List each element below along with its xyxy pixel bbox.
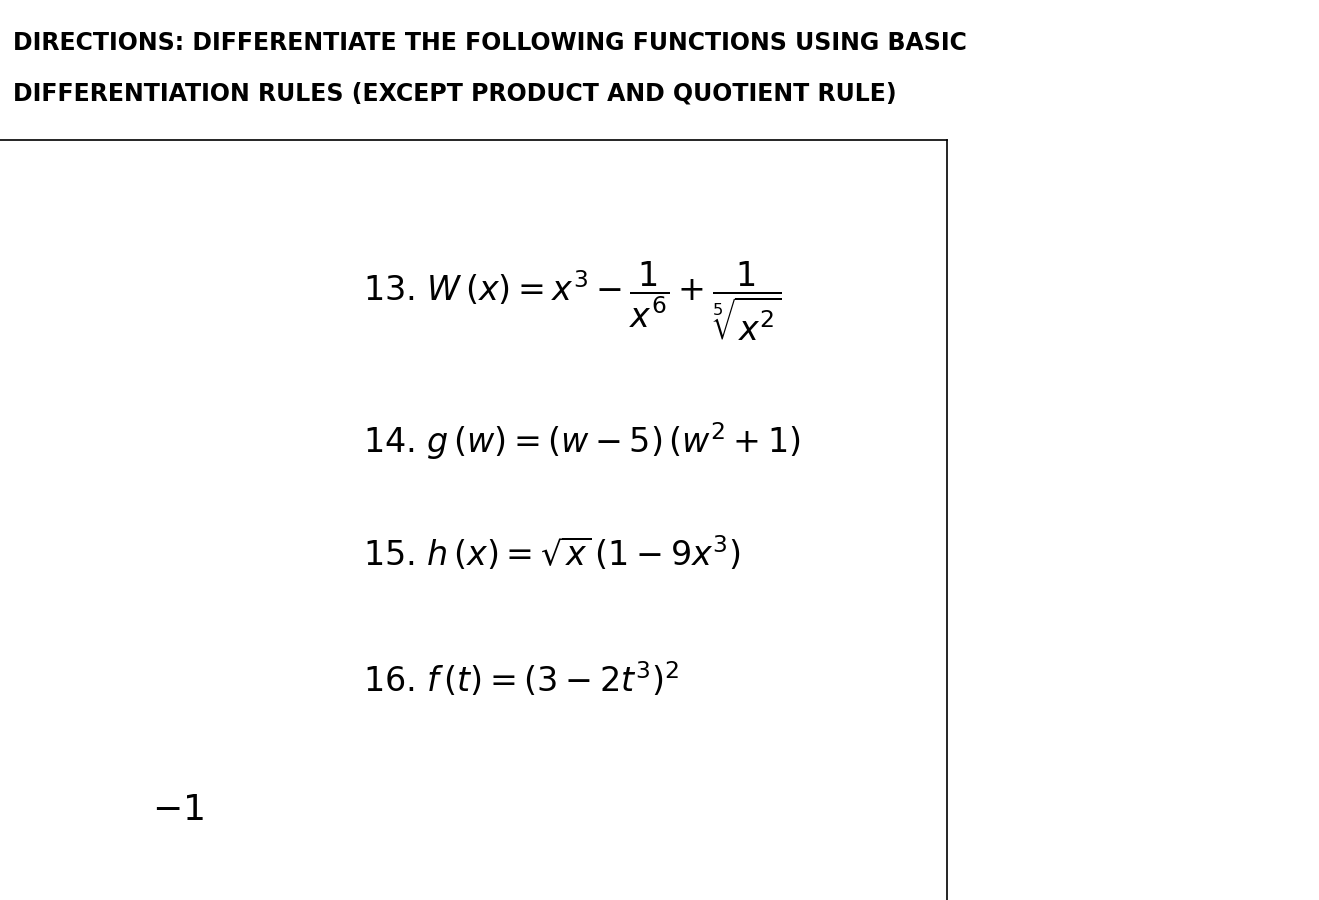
Text: $-1$: $-1$ [152,793,203,827]
Text: 13. $W\,(x) = x^3 - \dfrac{1}{x^6} + \dfrac{1}{\sqrt[5]{x^2}}$: 13. $W\,(x) = x^3 - \dfrac{1}{x^6} + \df… [363,260,781,343]
Text: 14. $g\,(w) = (w - 5)\,(w^2 + 1)$: 14. $g\,(w) = (w - 5)\,(w^2 + 1)$ [363,420,801,462]
Text: DIRECTIONS: DIFFERENTIATE THE FOLLOWING FUNCTIONS USING BASIC: DIRECTIONS: DIFFERENTIATE THE FOLLOWING … [13,32,967,56]
Text: DIFFERENTIATION RULES (EXCEPT PRODUCT AND QUOTIENT RULE): DIFFERENTIATION RULES (EXCEPT PRODUCT AN… [13,81,897,105]
Text: 15. $h\,(x) = \sqrt{x}\,(1 - 9x^3)$: 15. $h\,(x) = \sqrt{x}\,(1 - 9x^3)$ [363,534,740,573]
Text: 16. $f\,(t) = \left(3 - 2t^3\right)^2$: 16. $f\,(t) = \left(3 - 2t^3\right)^2$ [363,660,679,699]
